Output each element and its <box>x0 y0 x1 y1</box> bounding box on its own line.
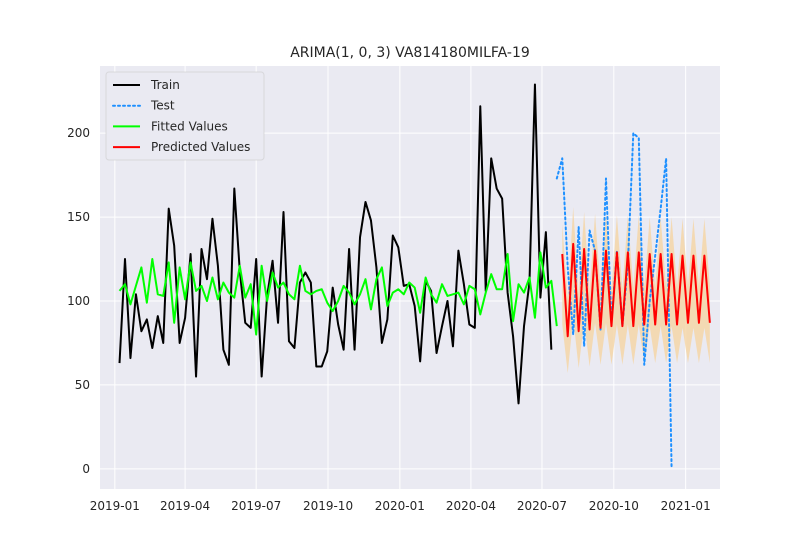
legend-box <box>105 71 265 161</box>
y-tick-label: 100 <box>67 294 90 308</box>
y-tick-label: 150 <box>67 210 90 224</box>
x-tick-label: 2020-07 <box>517 499 567 513</box>
x-tick-label: 2020-04 <box>446 499 496 513</box>
x-tick-label: 2020-10 <box>589 499 639 513</box>
y-tick-label: 200 <box>67 126 90 140</box>
chart-title: ARIMA(1, 0, 3) VA814180MILFA-19 <box>290 45 530 61</box>
series-lines <box>118 83 711 470</box>
y-tick-label: 50 <box>75 378 90 392</box>
x-tick-label: 2020-01 <box>375 499 425 513</box>
y-tick-label: 0 <box>82 462 90 476</box>
x-tick-label: 2019-07 <box>231 499 281 513</box>
x-axis-ticks: 2019-01 2019-04 2019-07 2019-10 2020-01 2020-… <box>90 499 711 513</box>
legend-label: Train <box>150 78 180 92</box>
legend-label: Test <box>150 99 175 113</box>
x-tick-label: 2019-01 <box>90 499 140 513</box>
x-tick-label: 2021-01 <box>661 499 711 513</box>
x-tick-label: 2019-10 <box>303 499 353 513</box>
legend: Train Test Fitted Values Predicted Values <box>105 71 265 161</box>
y-axis-ticks: 0 50 100 150 200 <box>67 126 90 476</box>
predicted-values-line <box>561 242 711 338</box>
x-tick-label: 2019-04 <box>160 499 210 513</box>
legend-label: Fitted Values <box>151 119 228 133</box>
legend-label: Predicted Values <box>151 140 250 154</box>
fitted-values-line <box>118 251 558 336</box>
